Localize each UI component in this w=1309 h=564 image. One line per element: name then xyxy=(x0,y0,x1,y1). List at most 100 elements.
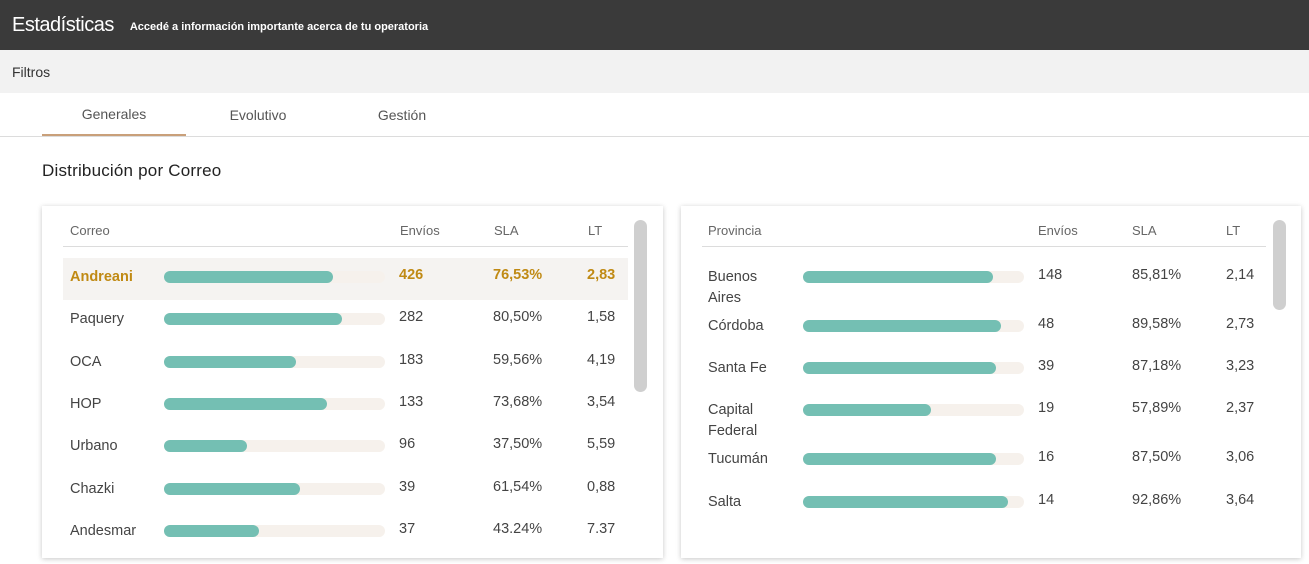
filters-bar[interactable]: Filtros xyxy=(0,50,1309,93)
header-provincia: Provincia xyxy=(708,223,762,238)
correo-table-header: Correo Envíos SLA LT xyxy=(42,220,663,247)
progress-bar-fill xyxy=(164,440,247,453)
row-name: Salta xyxy=(708,494,742,510)
row-lt: 5,59 xyxy=(587,436,616,453)
row-name: Capital Federal xyxy=(708,402,758,439)
table-row[interactable]: Paquery 282 80,50% 1,58 xyxy=(63,300,628,342)
row-sla: 76,53% xyxy=(493,267,543,283)
row-name: Paquery xyxy=(70,311,125,328)
row-name: Urbano xyxy=(70,438,118,455)
progress-bar-fill xyxy=(803,271,993,283)
row-sla: 85,81% xyxy=(1132,267,1182,283)
row-sla: 59,56% xyxy=(493,351,543,368)
table-row[interactable]: Buenos Aires 148 85,81% 2,14 xyxy=(702,258,1266,306)
filters-label[interactable]: Filtros xyxy=(12,63,51,80)
row-envios: 48 xyxy=(1038,316,1055,332)
page-subtitle: Accedé a información importante acerca d… xyxy=(129,21,429,33)
header-envios: Envíos xyxy=(400,223,440,238)
progress-bar-fill xyxy=(164,482,300,495)
progress-bar-track xyxy=(164,313,385,326)
table-row[interactable]: Salta 14 92,86% 3,64 xyxy=(702,483,1266,525)
section-title: Distribución por Correo xyxy=(42,161,222,180)
progress-bar-track xyxy=(164,440,385,453)
table-row[interactable]: Andesmar 37 43.24% 7.37 xyxy=(63,512,628,554)
header-sla: SLA xyxy=(1132,223,1157,238)
correo-scrollbar[interactable] xyxy=(634,220,647,392)
progress-bar-track xyxy=(164,271,385,283)
row-lt: 2,37 xyxy=(1226,400,1255,416)
table-row[interactable]: Chazki 39 61,54% 0,88 xyxy=(63,470,628,512)
progress-bar-fill xyxy=(803,320,1002,332)
progress-bar-track xyxy=(164,397,385,410)
row-envios: 148 xyxy=(1038,267,1063,283)
table-row[interactable]: Urbano 96 37,50% 5,59 xyxy=(63,427,628,469)
progress-bar-track xyxy=(803,362,1024,374)
row-envios: 133 xyxy=(399,393,424,410)
row-sla: 57,89% xyxy=(1132,400,1182,416)
row-name: Buenos Aires xyxy=(708,269,758,306)
progress-bar-track xyxy=(803,271,1024,283)
progress-bar-fill xyxy=(803,496,1009,508)
row-sla: 92,86% xyxy=(1132,492,1182,508)
row-sla: 87,50% xyxy=(1132,449,1182,465)
progress-bar-fill xyxy=(164,397,327,410)
row-sla: 43.24% xyxy=(493,520,543,537)
correo-distribution-card: Correo Envíos SLA LT Andreani 426 76,53% 2,… xyxy=(42,206,663,558)
progress-bar-track xyxy=(803,320,1024,332)
row-name: Andesmar xyxy=(70,522,137,539)
row-envios: 39 xyxy=(1038,358,1055,374)
row-sla: 73,68% xyxy=(493,393,543,410)
row-name: Chazki xyxy=(70,480,115,497)
progress-bar-fill xyxy=(164,524,260,537)
progress-bar-track xyxy=(803,453,1024,465)
progress-bar-fill xyxy=(803,453,997,465)
row-lt: 3,23 xyxy=(1226,358,1255,374)
row-envios: 37 xyxy=(399,520,416,537)
header-correo: Correo xyxy=(70,223,110,238)
tab-gestion[interactable]: Gestión xyxy=(377,106,427,123)
tab-evolutivo[interactable]: Evolutivo xyxy=(229,106,287,123)
row-lt: 4,19 xyxy=(587,351,616,368)
tab-bar: Generales Evolutivo Gestión xyxy=(0,93,1309,137)
table-row[interactable]: OCA 183 59,56% 4,19 xyxy=(63,343,628,385)
row-name: Santa Fe xyxy=(708,360,767,376)
provincia-scrollbar[interactable] xyxy=(1273,220,1286,310)
table-row[interactable]: Tucumán 16 87,50% 3,06 xyxy=(702,440,1266,482)
progress-bar-track xyxy=(803,404,1024,416)
row-name: Tucumán xyxy=(708,451,768,467)
progress-bar-track xyxy=(164,355,385,368)
progress-bar-fill xyxy=(803,404,931,416)
table-row[interactable]: Andreani 426 76,53% 2,83 xyxy=(63,258,628,300)
header-divider xyxy=(63,246,628,247)
table-row[interactable]: Capital Federal 19 57,89% 2,37 xyxy=(702,391,1266,439)
table-row[interactable]: HOP 133 73,68% 3,54 xyxy=(63,385,628,427)
table-row[interactable]: Córdoba 48 89,58% 2,73 xyxy=(702,307,1266,349)
top-bar: Estadísticas Accedé a información import… xyxy=(0,0,1309,50)
row-lt: 3,06 xyxy=(1226,449,1255,465)
header-envios: Envíos xyxy=(1038,223,1078,238)
row-name: OCA xyxy=(70,353,102,370)
row-lt: 3,64 xyxy=(1226,492,1255,508)
page-title: Estadísticas xyxy=(12,13,114,36)
progress-bar-track xyxy=(803,496,1024,508)
table-row[interactable]: Santa Fe 39 87,18% 3,23 xyxy=(702,349,1266,391)
provincia-table-header: Provincia Envíos SLA LT xyxy=(681,220,1301,247)
row-envios: 14 xyxy=(1038,492,1055,508)
row-sla: 89,58% xyxy=(1132,316,1182,332)
row-envios: 96 xyxy=(399,436,416,453)
row-sla: 87,18% xyxy=(1132,358,1182,374)
row-envios: 183 xyxy=(399,351,424,368)
row-lt: 2,83 xyxy=(587,267,616,283)
row-envios: 19 xyxy=(1038,400,1055,416)
row-envios: 39 xyxy=(399,478,416,495)
row-sla: 37,50% xyxy=(493,436,543,453)
row-name: HOP xyxy=(70,395,102,412)
progress-bar-fill xyxy=(164,271,334,283)
tab-generales[interactable]: Generales xyxy=(42,93,186,136)
progress-bar-track xyxy=(164,482,385,495)
row-name: Andreani xyxy=(70,269,133,285)
header-divider xyxy=(702,246,1266,247)
row-sla: 80,50% xyxy=(493,309,543,326)
progress-bar-track xyxy=(164,524,385,537)
provincia-distribution-card: Provincia Envíos SLA LT Buenos Aires 148 8… xyxy=(681,206,1301,558)
